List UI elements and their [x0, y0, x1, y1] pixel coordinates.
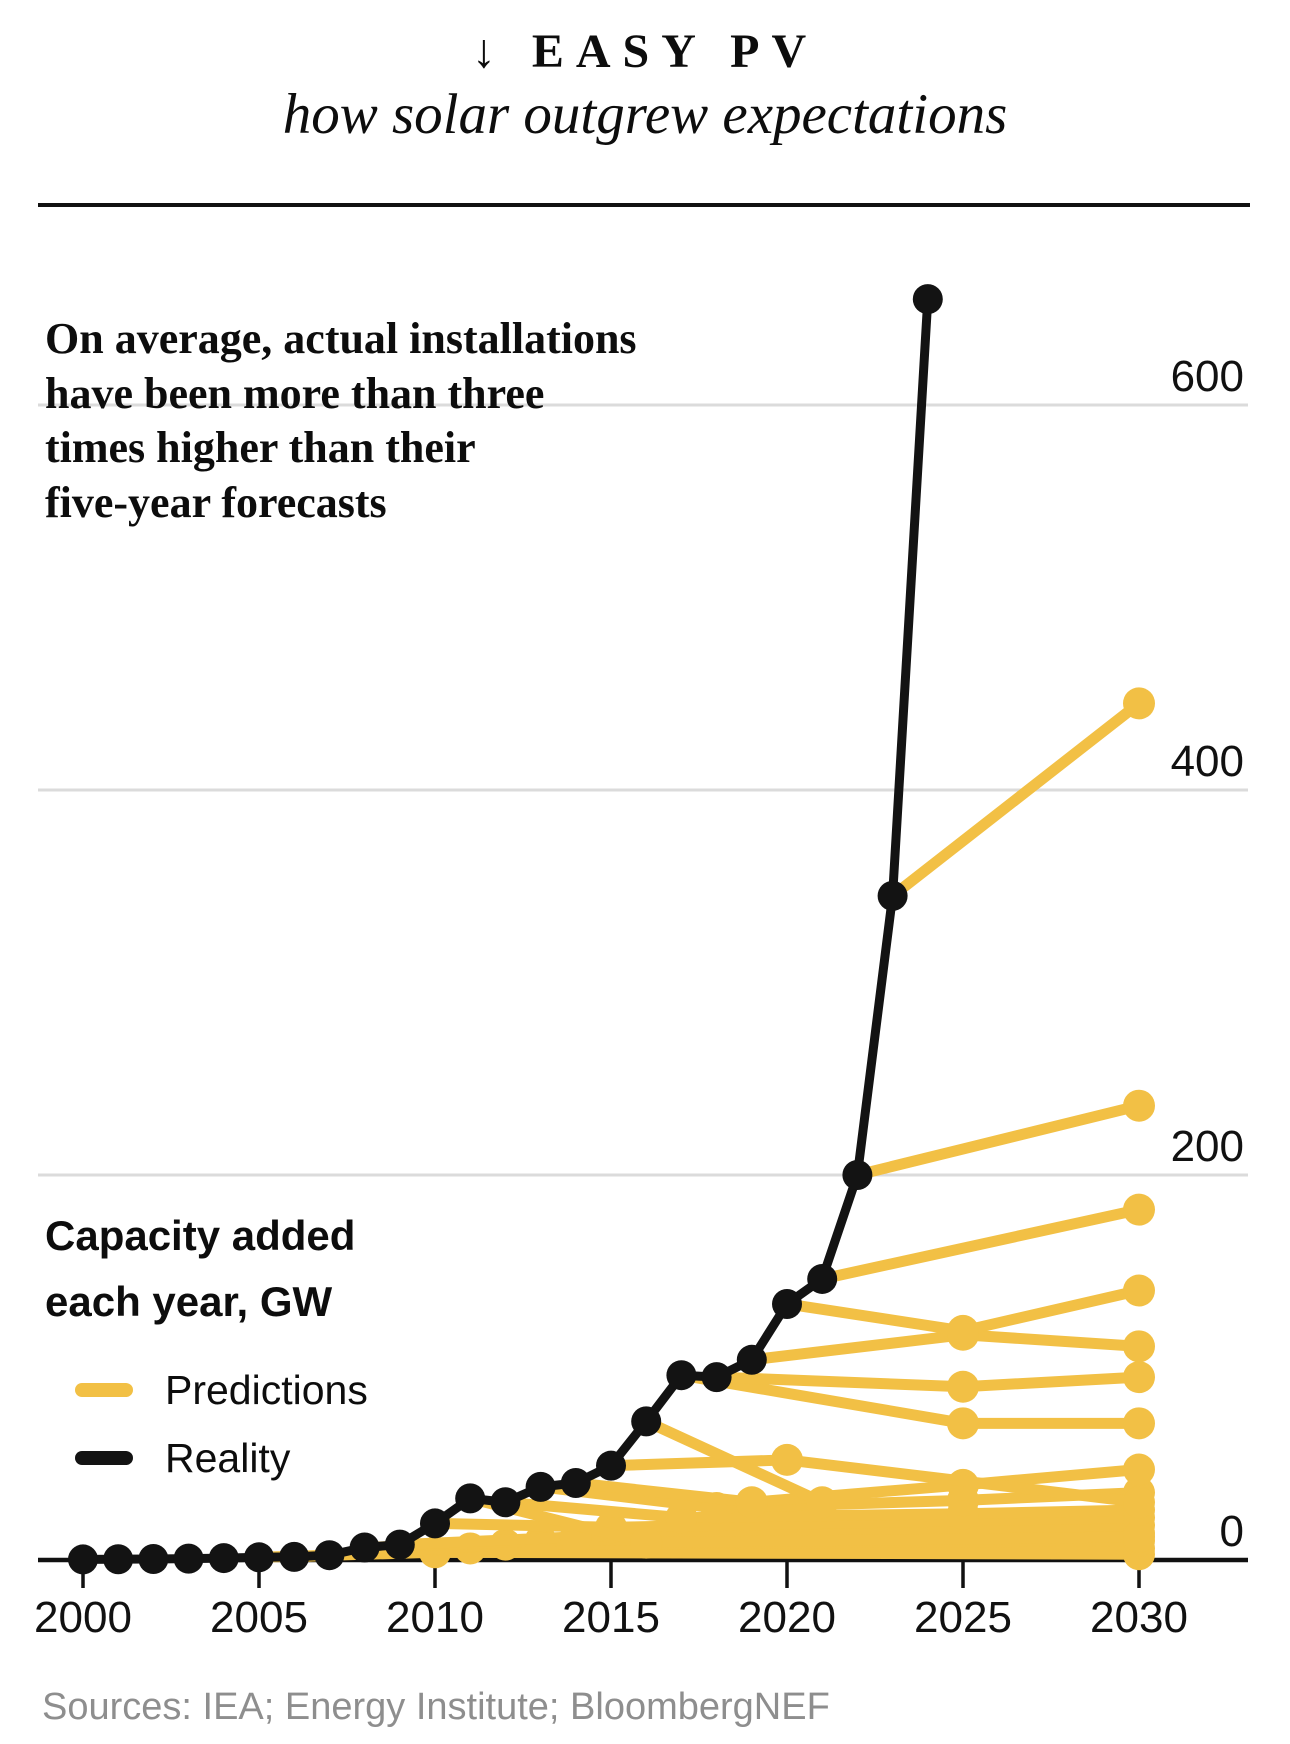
x-axis-label: 2010: [386, 1593, 484, 1642]
prediction-point: [1123, 1274, 1155, 1307]
x-axis-label: 2020: [738, 1593, 836, 1642]
y-axis-title-line: each year, GW: [45, 1278, 333, 1326]
x-axis-label: 2000: [34, 1593, 132, 1642]
annotation-line: five-year forecasts: [45, 477, 387, 527]
prediction-point: [1123, 687, 1155, 720]
x-axis-label: 2030: [1090, 1593, 1188, 1642]
prediction-line: [851, 1100, 1145, 1181]
prediction-point: [1123, 1193, 1155, 1226]
chart-subtitle: how solar outgrew expectations: [282, 83, 1008, 146]
reality-point: [701, 1362, 732, 1393]
x-axis-label: 2025: [914, 1593, 1012, 1642]
reality-point: [138, 1544, 169, 1575]
reality-point: [455, 1483, 486, 1514]
reality-point: [314, 1540, 345, 1571]
prediction-point: [1123, 1361, 1155, 1394]
prediction-point: [1123, 1089, 1155, 1122]
reality-point: [68, 1544, 98, 1575]
reality-swatch-icon: [75, 1451, 133, 1465]
reality-point: [560, 1468, 591, 1498]
reality-point: [173, 1543, 204, 1574]
prediction-point: [806, 1486, 839, 1519]
y-axis-title-line: Capacity added: [45, 1212, 356, 1259]
legend: Predictions Reality: [75, 1366, 368, 1504]
reality-point: [279, 1541, 310, 1572]
prediction-line: [887, 697, 1145, 902]
prediction-point: [735, 1486, 768, 1519]
prediction-point: [630, 1526, 663, 1559]
y-axis-label: 400: [1171, 737, 1244, 786]
legend-item-predictions: Predictions: [75, 1366, 368, 1413]
reality-point: [490, 1487, 521, 1518]
prediction-point: [947, 1407, 979, 1440]
prediction-point: [1123, 1330, 1155, 1363]
reality-point: [666, 1360, 697, 1391]
x-axis-label: 2015: [562, 1593, 660, 1642]
y-axis-title: Capacity added each year, GW: [45, 1203, 355, 1336]
reality-point: [807, 1263, 838, 1294]
reality-point: [384, 1529, 415, 1560]
prediction-point: [771, 1443, 803, 1476]
header-rule: [38, 203, 1250, 207]
legend-label: Reality: [165, 1434, 291, 1481]
prediction-point: [1123, 1520, 1155, 1553]
prediction-line: [711, 1371, 1145, 1393]
reality-point: [877, 880, 908, 911]
prediction-point: [947, 1370, 979, 1403]
annotation-line: times higher than their: [45, 423, 476, 473]
prediction-line: [816, 1204, 1145, 1285]
reality-point: [103, 1544, 134, 1575]
reality-point: [349, 1532, 380, 1563]
reality-point: [420, 1508, 450, 1539]
y-axis-label: 600: [1171, 352, 1244, 401]
reality-point: [596, 1450, 626, 1481]
reality-point: [208, 1543, 239, 1574]
prediction-point: [1123, 1453, 1155, 1486]
legend-label: Predictions: [165, 1366, 368, 1413]
y-axis-label: 200: [1171, 1122, 1244, 1171]
prediction-line: [746, 1329, 1145, 1366]
annotation-line: have been more than three: [45, 368, 545, 418]
reality-point: [772, 1288, 802, 1319]
chart-annotation: On average, actual installations have be…: [45, 312, 745, 530]
reality-point: [244, 1542, 274, 1573]
reality-point: [912, 284, 943, 315]
prediction-point: [947, 1314, 979, 1347]
annotation-line: On average, actual installations: [45, 314, 637, 363]
reality-point: [736, 1344, 767, 1375]
x-axis-label: 2005: [210, 1593, 308, 1642]
kicker-title: ↓ EASY PV: [471, 25, 819, 78]
prediction-point: [1123, 1486, 1155, 1519]
prediction-point: [1123, 1407, 1155, 1440]
predictions-swatch-icon: [75, 1383, 133, 1397]
prediction-line: [570, 1464, 1145, 1508]
sources-note: Sources: IEA; Energy Institute; Bloomber…: [42, 1686, 830, 1728]
reality-point: [631, 1406, 662, 1437]
reality-point: [525, 1471, 556, 1502]
prediction-line: [640, 1415, 828, 1508]
reality-point: [842, 1160, 873, 1190]
legend-item-reality: Reality: [75, 1434, 368, 1481]
y-axis-label: 0: [1220, 1507, 1244, 1556]
